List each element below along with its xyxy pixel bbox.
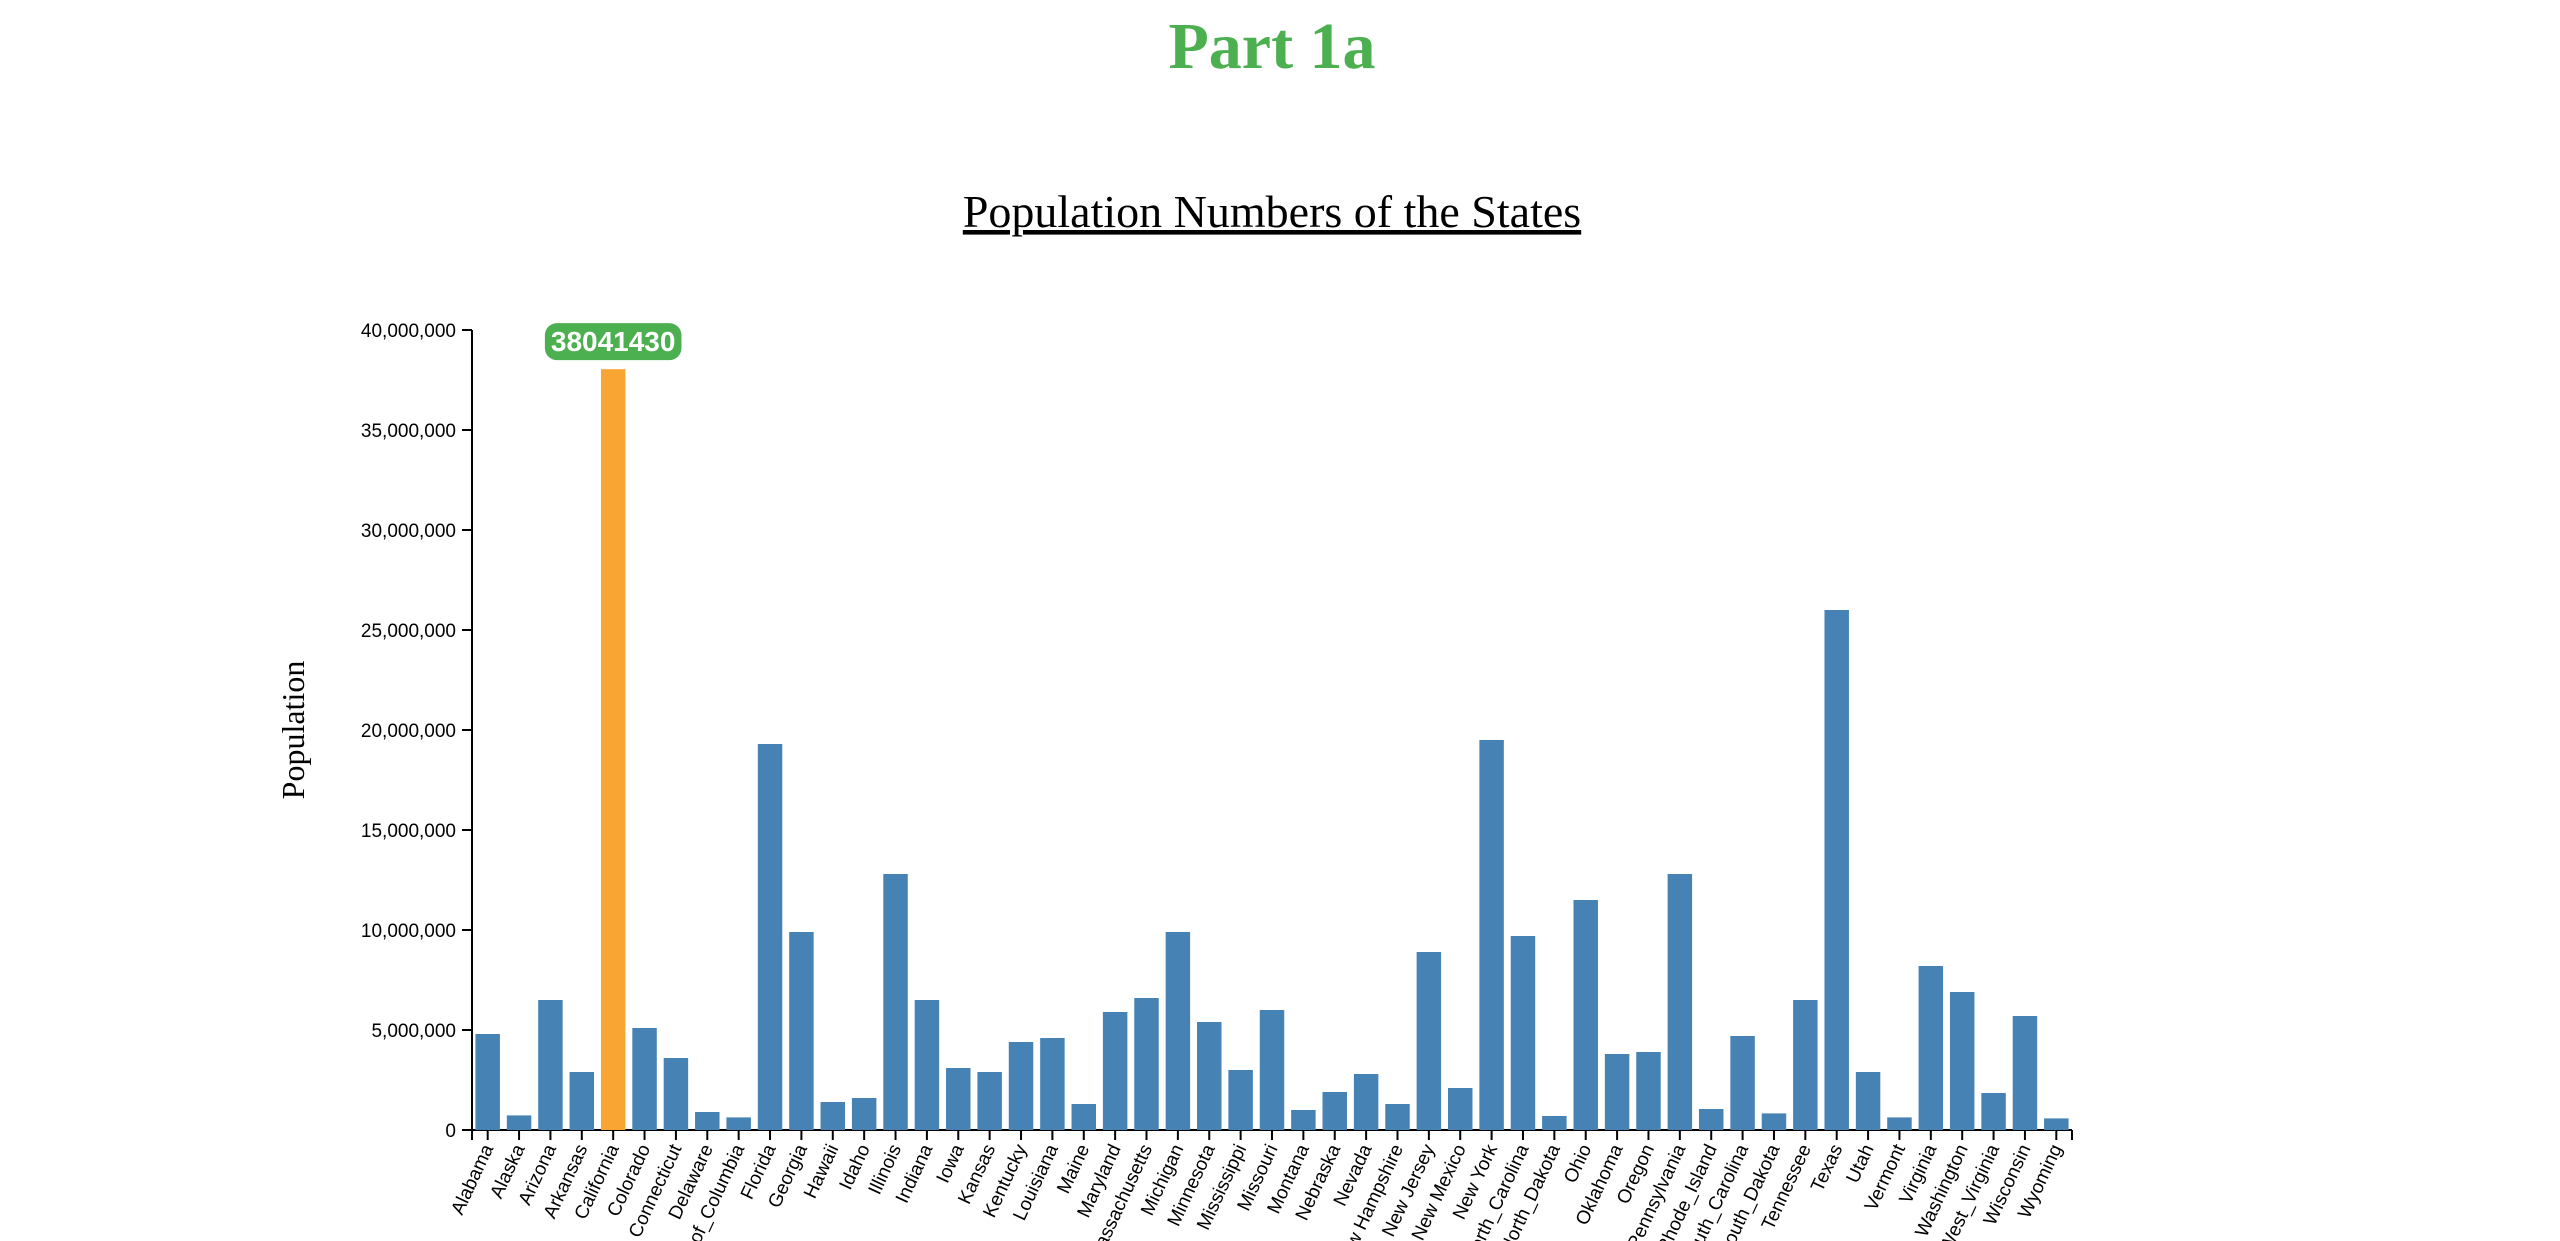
x-tick-label: Alabama bbox=[447, 1141, 498, 1218]
bar bbox=[820, 1102, 846, 1130]
bar bbox=[1071, 1104, 1096, 1130]
bar bbox=[1793, 1000, 1818, 1130]
bar bbox=[1636, 1052, 1661, 1130]
y-tick-label: 20,000,000 bbox=[361, 721, 456, 742]
bar bbox=[1228, 1070, 1253, 1130]
page-title: Part 1a bbox=[1168, 10, 1375, 83]
bar bbox=[1040, 1038, 1065, 1130]
y-axis-label: Population bbox=[275, 661, 311, 800]
bar bbox=[1353, 1074, 1379, 1130]
bar bbox=[1887, 1117, 1912, 1130]
bar bbox=[538, 1000, 563, 1130]
bar bbox=[757, 744, 783, 1130]
bar bbox=[1197, 1022, 1222, 1130]
bar bbox=[1008, 1042, 1034, 1130]
y-tick-label: 15,000,000 bbox=[361, 821, 456, 842]
bar bbox=[2044, 1118, 2069, 1130]
bar bbox=[1761, 1113, 1787, 1130]
bar bbox=[1824, 610, 1849, 1130]
y-tick-label: 40,000,000 bbox=[361, 321, 456, 342]
bar bbox=[1448, 1088, 1473, 1130]
bar bbox=[1667, 874, 1693, 1130]
tooltip-box bbox=[544, 323, 682, 361]
bar bbox=[883, 874, 908, 1130]
bar bbox=[1981, 1093, 2006, 1130]
y-tick-label: 10,000,000 bbox=[361, 921, 456, 942]
bar bbox=[1573, 900, 1598, 1130]
bar bbox=[1416, 952, 1442, 1130]
bar bbox=[1102, 1012, 1128, 1130]
bar bbox=[726, 1117, 751, 1130]
bar bbox=[789, 932, 814, 1130]
bar bbox=[1510, 936, 1536, 1130]
bar bbox=[946, 1068, 971, 1130]
bar bbox=[1479, 740, 1504, 1130]
tooltip: 38041430 bbox=[544, 323, 682, 361]
y-tick-label: 0 bbox=[445, 1121, 456, 1142]
bar bbox=[2012, 1016, 2038, 1130]
bar bbox=[1698, 1109, 1724, 1130]
y-tick-label: 30,000,000 bbox=[361, 521, 456, 542]
bar bbox=[1949, 992, 1975, 1130]
bar bbox=[1385, 1104, 1410, 1130]
tooltip-value: 38041430 bbox=[551, 326, 676, 357]
bar bbox=[1855, 1072, 1881, 1130]
chart-title: Population Numbers of the States bbox=[963, 186, 1581, 237]
bar bbox=[632, 1028, 657, 1130]
bar bbox=[475, 1034, 500, 1130]
bar bbox=[1604, 1054, 1630, 1130]
bar bbox=[1918, 966, 1944, 1130]
bar bbox=[695, 1112, 720, 1130]
bar bbox=[569, 1072, 595, 1130]
bar bbox=[1134, 998, 1159, 1130]
bar bbox=[1291, 1110, 1316, 1130]
bar bbox=[914, 1000, 940, 1130]
y-tick-label: 5,000,000 bbox=[371, 1021, 456, 1042]
bar bbox=[1730, 1036, 1755, 1130]
bar bbox=[506, 1115, 532, 1130]
y-tick-label: 35,000,000 bbox=[361, 421, 456, 442]
bar bbox=[1542, 1116, 1567, 1130]
bar bbox=[977, 1072, 1002, 1130]
bar bbox=[851, 1098, 877, 1130]
bar bbox=[1259, 1010, 1285, 1130]
bar bbox=[663, 1058, 689, 1130]
y-tick-label: 25,000,000 bbox=[361, 621, 456, 642]
bar bbox=[1322, 1092, 1347, 1130]
bar bbox=[600, 369, 626, 1130]
bar bbox=[1165, 932, 1191, 1130]
